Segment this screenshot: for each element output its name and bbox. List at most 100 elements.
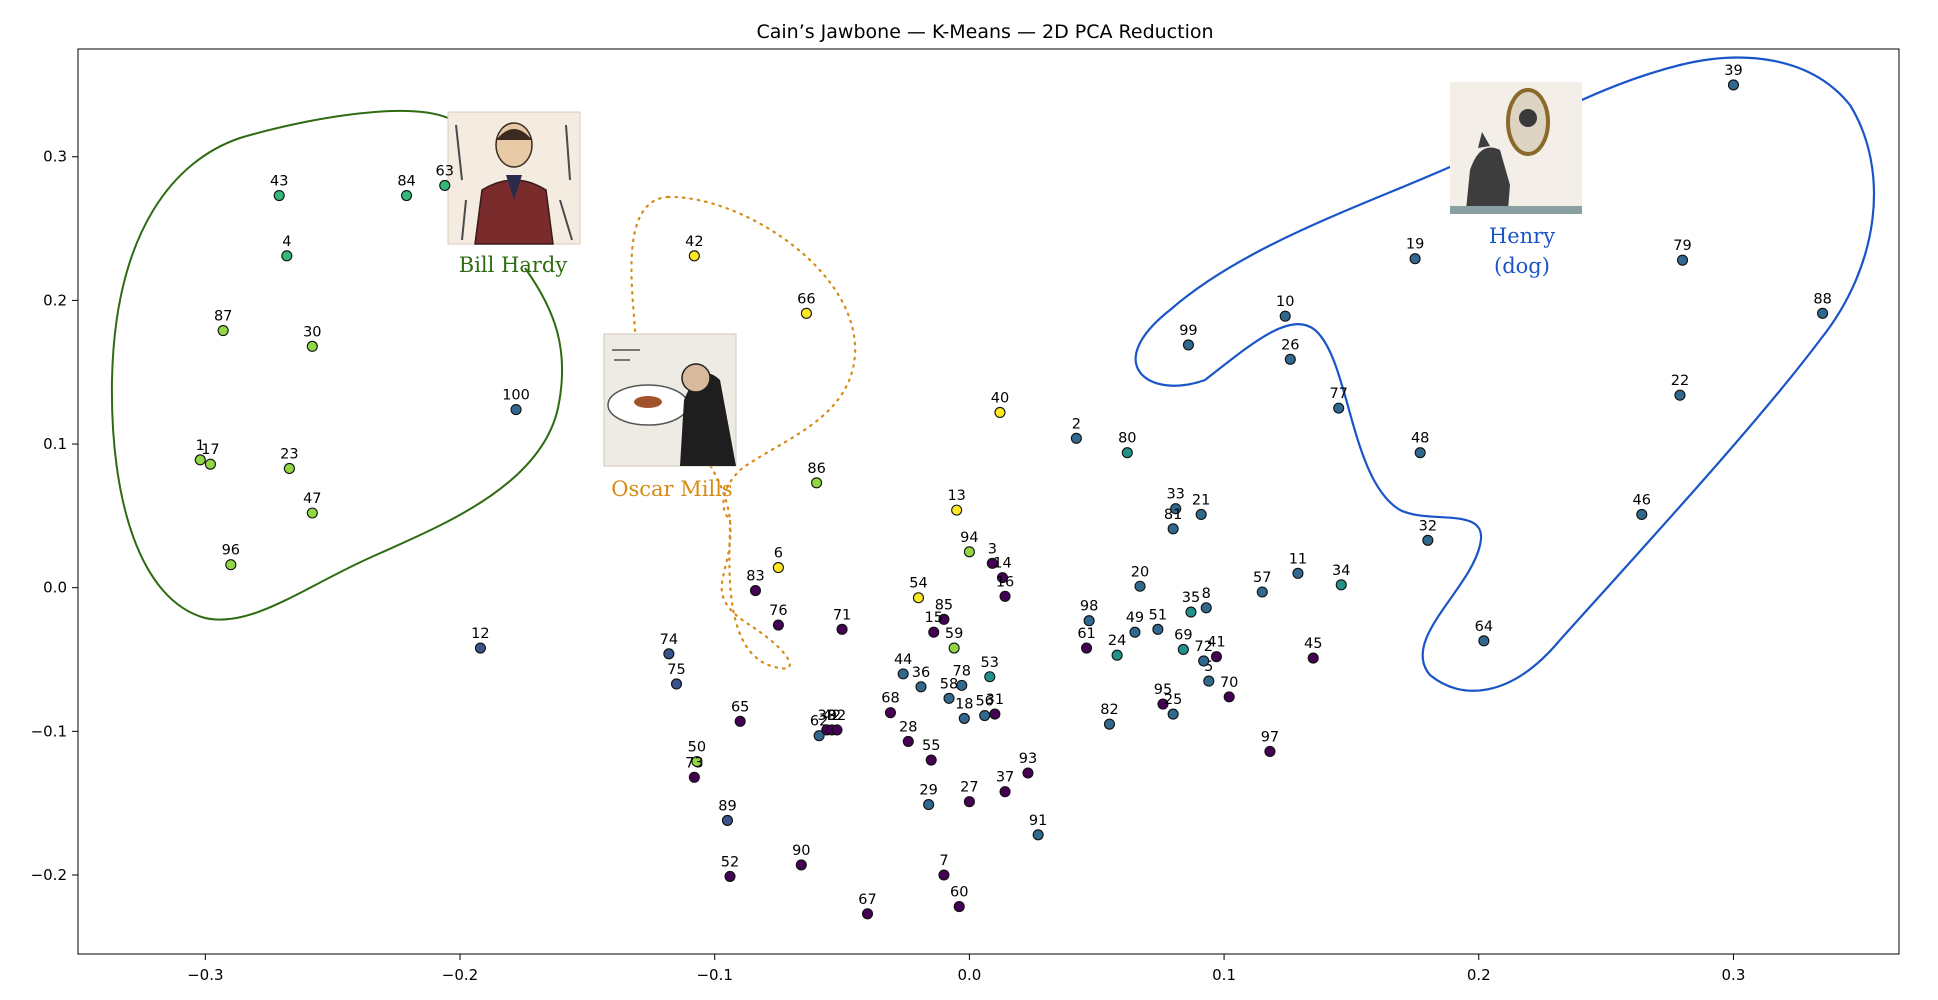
- point-label: 59: [945, 626, 963, 642]
- data-point: [1081, 642, 1093, 654]
- data-point: [273, 189, 285, 202]
- point-label: 76: [769, 603, 787, 619]
- point-label: 64: [1475, 619, 1493, 635]
- point-label: 56: [975, 694, 993, 710]
- data-point: [1203, 675, 1215, 687]
- data-point: [1422, 534, 1434, 546]
- plot-frame: [77, 48, 1900, 955]
- data-point: [306, 507, 318, 519]
- data-point: [734, 715, 746, 727]
- data-point: [996, 572, 1009, 584]
- y-tick-label: −0.1: [31, 722, 67, 740]
- y-tick-label: 0.2: [43, 291, 67, 309]
- data-point: [986, 557, 998, 569]
- y-tick-label: 0.3: [43, 148, 67, 166]
- data-point: [688, 771, 700, 783]
- data-point: [813, 730, 825, 742]
- point-label: 88: [1813, 291, 1831, 307]
- data-point: [1167, 708, 1179, 720]
- point-label: 10: [1276, 294, 1294, 310]
- data-point: [1111, 649, 1123, 661]
- data-point: [688, 250, 700, 262]
- point-label: 21: [1192, 492, 1210, 508]
- data-point: [724, 870, 736, 882]
- data-point: [800, 307, 812, 319]
- point-label: 4: [282, 234, 291, 250]
- point-label: 66: [797, 291, 815, 307]
- point-label: 69: [1174, 627, 1192, 643]
- henry-dog-illustration: [1450, 82, 1582, 214]
- x-tick-label: −0.2: [442, 966, 478, 984]
- point-label: 47: [303, 491, 321, 507]
- chart-title: Cain’s Jawbone — K-Means — 2D PCA Reduct…: [756, 21, 1213, 43]
- point-label: 80: [1118, 431, 1136, 447]
- bill-hardy-caption: Bill Hardy: [459, 253, 568, 277]
- x-tick-label: −0.3: [187, 966, 223, 984]
- point-label: 51: [1149, 607, 1167, 623]
- data-point: [670, 678, 683, 690]
- data-point: [1152, 623, 1164, 635]
- data-point: [306, 340, 318, 352]
- x-tick-label: 0.1: [1212, 966, 1236, 984]
- point-label: 61: [1077, 626, 1095, 642]
- point-label: 90: [792, 843, 810, 859]
- data-point: [281, 250, 293, 262]
- point-label: 17: [201, 442, 219, 458]
- data-point: [953, 901, 965, 913]
- y-tick-label: 0.0: [43, 579, 67, 597]
- henry-caption: Henry: [1489, 224, 1555, 248]
- point-label: 42: [823, 708, 841, 724]
- henry-caption-dog: (dog): [1494, 254, 1550, 278]
- point-label: 18: [955, 696, 973, 712]
- data-point: [994, 406, 1006, 418]
- point-label: 25: [1164, 692, 1182, 708]
- data-point: [943, 692, 955, 704]
- point-label: 52: [721, 854, 739, 870]
- point-label: 22: [1671, 373, 1689, 389]
- x-tick-label: 0.0: [957, 966, 981, 984]
- point-label: 93: [1019, 751, 1037, 767]
- point-label: 12: [471, 626, 489, 642]
- point-label: 43: [270, 174, 288, 190]
- point-label: 100: [502, 388, 530, 404]
- data-point: [217, 325, 229, 337]
- data-point: [1264, 745, 1276, 758]
- data-point: [923, 799, 935, 811]
- point-label: 39: [1724, 63, 1742, 79]
- point-label: 48: [1411, 431, 1429, 447]
- data-point: [897, 668, 909, 680]
- point-label: 28: [899, 719, 917, 735]
- data-point: [915, 681, 927, 693]
- data-point: [1083, 615, 1095, 627]
- point-label: 46: [1633, 492, 1651, 508]
- point-label: 92: [828, 708, 846, 724]
- point-label: 77: [1329, 386, 1347, 402]
- data-point: [948, 642, 960, 654]
- y-axis: −0.2 −0.1 0.0 0.1 0.2 0.3: [31, 148, 78, 884]
- point-label: 96: [222, 543, 240, 559]
- data-point: [831, 724, 843, 736]
- point-label: 54: [909, 576, 927, 592]
- data-point: [283, 462, 295, 475]
- data-point: [984, 671, 996, 683]
- y-tick-label: −0.2: [31, 866, 67, 884]
- point-label: 82: [1100, 702, 1118, 718]
- point-label: 57: [1253, 570, 1271, 586]
- point-label: 5: [1204, 659, 1213, 675]
- data-point: [956, 679, 968, 691]
- data-point: [225, 559, 237, 571]
- data-point: [989, 708, 1001, 720]
- point-label: 29: [919, 783, 937, 799]
- point-label: 45: [1304, 636, 1322, 652]
- data-point: [1134, 580, 1146, 592]
- data-point: [1170, 503, 1182, 515]
- data-point: [1198, 655, 1210, 667]
- data-point: [1223, 691, 1235, 703]
- data-point: [1636, 508, 1648, 520]
- point-label: 60: [950, 885, 968, 901]
- y-tick-label: 0.1: [43, 435, 67, 453]
- data-point: [1817, 307, 1829, 319]
- point-label: 89: [718, 798, 736, 814]
- point-label: 38: [818, 708, 836, 724]
- x-tick-label: −0.1: [696, 966, 732, 984]
